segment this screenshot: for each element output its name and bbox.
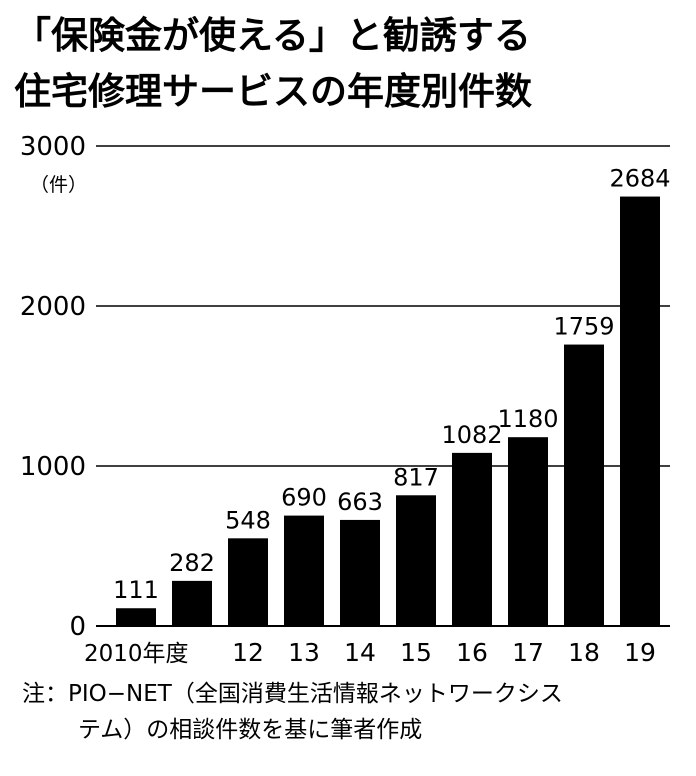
chart-title-line1: 「保険金が使える」と勧誘する [14,14,531,57]
bar [396,495,436,626]
y-tick-label: 3000 [20,132,86,162]
x-tick-label: 18 [568,638,600,667]
bar [564,344,604,626]
source-note: 注：PIO−NET（全国消費生活情報ネットワークシス テム）の相談件数を基に筆者… [22,676,563,748]
source-note-line2: テム）の相談件数を基に筆者作成 [78,717,423,743]
data-label: 663 [337,488,383,516]
x-tick-label: 2010年度 [84,641,189,667]
data-label: 690 [281,484,327,512]
data-label: 1759 [553,313,614,341]
y-axis-unit: （件） [30,174,87,196]
data-label: 548 [225,506,271,534]
x-tick-label: 14 [344,638,376,667]
x-tick-label: 12 [232,638,264,667]
x-tick-label: 17 [512,638,544,667]
data-label: 817 [393,463,439,491]
y-tick-label: 0 [69,612,86,642]
data-label: 111 [113,576,159,604]
source-note-line1: 注：PIO−NET（全国消費生活情報ネットワークシス [22,681,563,707]
data-label: 1180 [497,405,558,433]
chart-title: 「保険金が使える」と勧誘する 住宅修理サービスの年度別件数 [14,8,532,120]
x-tick-label: 15 [400,638,432,667]
x-axis-ticks: 2010年度 12 13 14 15 16 17 18 19 [84,638,656,667]
bar [508,437,548,626]
bar [116,608,156,626]
x-tick-label: 19 [624,638,656,667]
y-tick-label: 1000 [20,452,86,482]
bar [340,519,380,626]
bar [228,538,268,626]
bar [284,515,324,626]
bars [116,196,660,626]
x-tick-label: 16 [456,638,488,667]
y-axis-ticks: 0 1000 2000 3000 [20,132,86,642]
data-label: 2684 [609,165,670,193]
y-tick-label: 2000 [20,292,86,322]
data-label: 282 [169,549,215,577]
bar [172,580,212,626]
data-label: 1082 [441,421,502,449]
x-tick-label: 13 [288,638,320,667]
bar [620,196,660,626]
bar-chart: 0 1000 2000 3000 （件） 111 282 548 690 663 8171082… [20,132,671,667]
bar [452,452,492,626]
chart-title-line2: 住宅修理サービスの年度別件数 [14,70,532,113]
